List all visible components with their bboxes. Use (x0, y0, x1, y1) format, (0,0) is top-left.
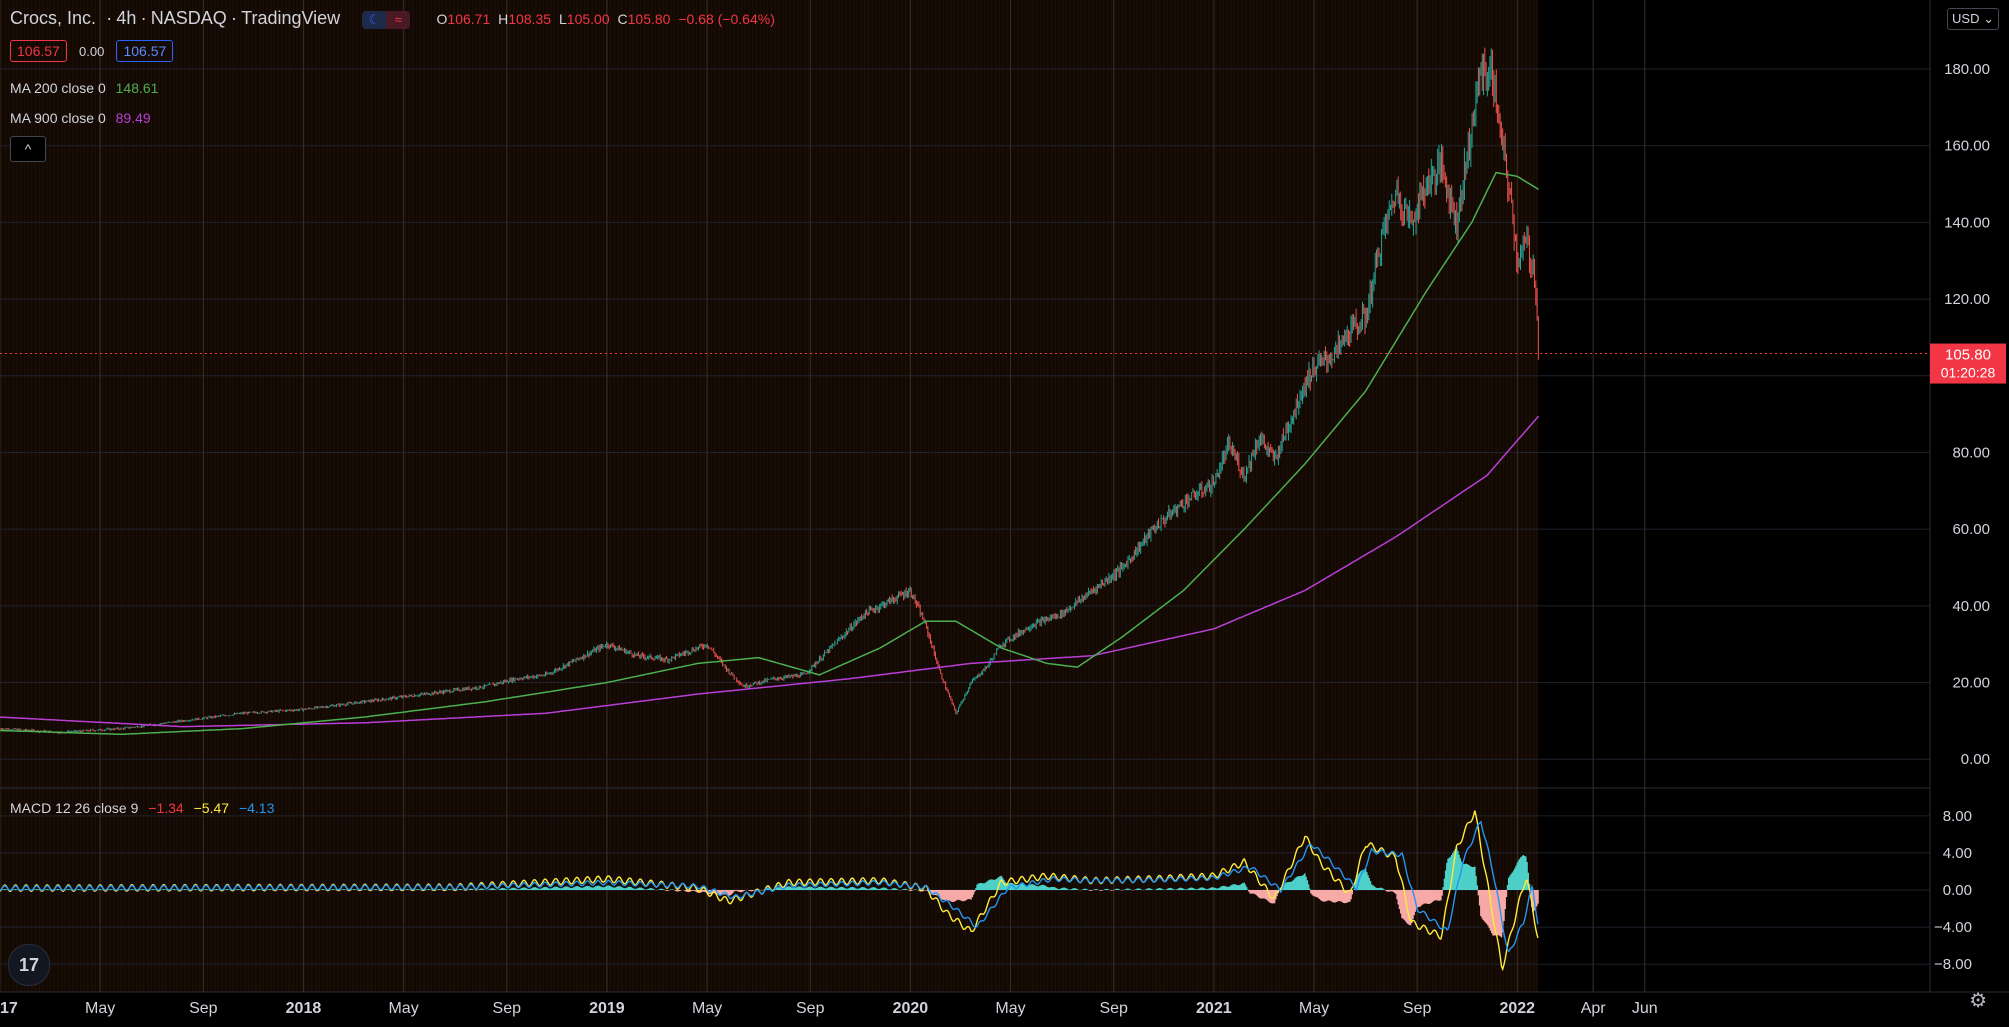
macd-tick-label: 8.00 (1943, 808, 1972, 825)
bid-box[interactable]: 106.57 (10, 40, 67, 62)
interval-label[interactable]: 4h (116, 8, 137, 28)
macd-label: MACD 12 26 close 9 (10, 800, 139, 816)
market-status-icons[interactable]: ☾ ≈ (362, 11, 411, 30)
exchange-label: NASDAQ (150, 8, 227, 28)
price-tick-label: 160.00 (1944, 138, 1990, 155)
time-tick-label: May (388, 1000, 418, 1017)
price-axis-labels[interactable]: 180.00 160.00 140.00 120.00 80.00 60.00 40.00 2… (1944, 61, 1990, 768)
vertical-grid-lines (0, 0, 1646, 992)
ohlc-values: O106.71 H108.35 L105.00 C105.80 −0.68 (−… (437, 11, 775, 27)
grid-lines (0, 68, 1930, 965)
candle-series (0, 47, 1539, 735)
provider-label: TradingView (241, 8, 341, 28)
high-label: H (498, 11, 509, 27)
close-value: 105.80 (627, 11, 671, 27)
macd-tick-label: −8.00 (1934, 956, 1972, 973)
moon-icon[interactable]: ☾ (362, 11, 387, 30)
change-value: −0.68 (−0.64%) (678, 11, 775, 27)
chevron-down-icon: ⌄ (1983, 11, 1994, 26)
time-axis-labels[interactable]: 2017 May Sep 2018 May Sep 2019 May Sep 2020 May Sep… (0, 1000, 1658, 1017)
signal-line (0, 820, 1539, 953)
open-value: 106.71 (447, 11, 491, 27)
macd-tick-label: −4.00 (1934, 919, 1972, 936)
ma200-value: 148.61 (115, 80, 159, 96)
low-label: L (558, 11, 567, 27)
price-tick-label: 40.00 (1952, 598, 1990, 615)
currency-dropdown[interactable]: USD ⌄ (1947, 8, 1999, 30)
ma200-label: MA 200 close 0 (10, 80, 106, 96)
collapse-legend-button[interactable]: ^ (10, 136, 46, 162)
symbol-legend[interactable]: Crocs, Inc. · 4h · NASDAQ · TradingView … (10, 8, 775, 30)
tradingview-logo-icon[interactable]: 17 (8, 944, 50, 986)
ma200-line (0, 171, 1539, 736)
quote-row: 106.57 0.00 106.57 (10, 40, 174, 62)
macd-line-value: −5.47 (193, 800, 230, 816)
time-tick-label: 2022 (1499, 1000, 1535, 1017)
macd-legend[interactable]: MACD 12 26 close 9 −1.34 −5.47 −4.13 (10, 800, 274, 816)
session-stripes (0, 0, 1539, 992)
delay-icon[interactable]: ≈ (386, 11, 411, 30)
close-label: C (617, 11, 628, 27)
price-tick-label: 140.00 (1944, 214, 1990, 231)
time-tick-label: 2019 (589, 1000, 625, 1017)
time-tick-label: 2018 (286, 1000, 322, 1017)
open-label: O (436, 11, 448, 27)
price-tick-label: 80.00 (1952, 444, 1990, 461)
ma200-legend[interactable]: MA 200 close 0 148.61 (10, 80, 158, 96)
ask-box[interactable]: 106.57 (116, 40, 174, 62)
time-tick-label: Sep (1403, 1000, 1432, 1017)
price-tick-label: 20.00 (1952, 675, 1990, 692)
time-tick-label: May (692, 1000, 722, 1017)
ma900-label: MA 900 close 0 (10, 110, 106, 126)
ma900-value: 89.49 (115, 110, 151, 126)
macd-tick-label: 0.00 (1943, 882, 1972, 899)
symbol-name[interactable]: Crocs, Inc. (10, 8, 97, 28)
macd-hist-value: −1.34 (148, 800, 184, 816)
macd-axis-labels[interactable]: 8.00 4.00 0.00 −4.00 −8.00 (1934, 808, 1972, 973)
price-badge-countdown: 01:20:28 (1941, 365, 1996, 381)
time-tick-label: Jun (1632, 1000, 1658, 1017)
time-tick-label: Sep (796, 1000, 825, 1017)
time-tick-label: Sep (1099, 1000, 1128, 1017)
price-tick-label: 120.00 (1944, 291, 1990, 308)
gear-icon[interactable]: ⚙ (1969, 990, 1987, 1012)
macd-histogram (0, 847, 1539, 938)
time-tick-label: Sep (493, 1000, 522, 1017)
low-value: 105.00 (566, 11, 610, 27)
time-tick-label: 2021 (1196, 1000, 1232, 1017)
price-badge-bg (1930, 343, 2006, 384)
time-tick-label: May (995, 1000, 1025, 1017)
time-tick-label: Apr (1581, 1000, 1607, 1017)
chevron-up-icon: ^ (24, 141, 32, 157)
high-value: 108.35 (508, 11, 552, 27)
macd-tick-label: 4.00 (1943, 845, 1972, 862)
ma900-line (0, 415, 1540, 728)
price-tick-label: 0.00 (1961, 751, 1990, 768)
time-tick-label: Sep (189, 1000, 218, 1017)
time-tick-label: 2020 (893, 1000, 929, 1017)
time-tick-label: 2017 (0, 1000, 18, 1017)
price-badge-value: 105.80 (1945, 347, 1991, 364)
ma900-legend[interactable]: MA 900 close 0 89.49 (10, 110, 151, 126)
price-tick-label: 60.00 (1952, 521, 1990, 538)
price-tick-label: 180.00 (1944, 61, 1990, 78)
time-tick-label: May (1299, 1000, 1329, 1017)
signal-line-value: −4.13 (238, 800, 275, 816)
spread-value: 0.00 (79, 44, 105, 59)
time-tick-label: May (85, 1000, 115, 1017)
currency-label: USD (1952, 11, 1980, 26)
